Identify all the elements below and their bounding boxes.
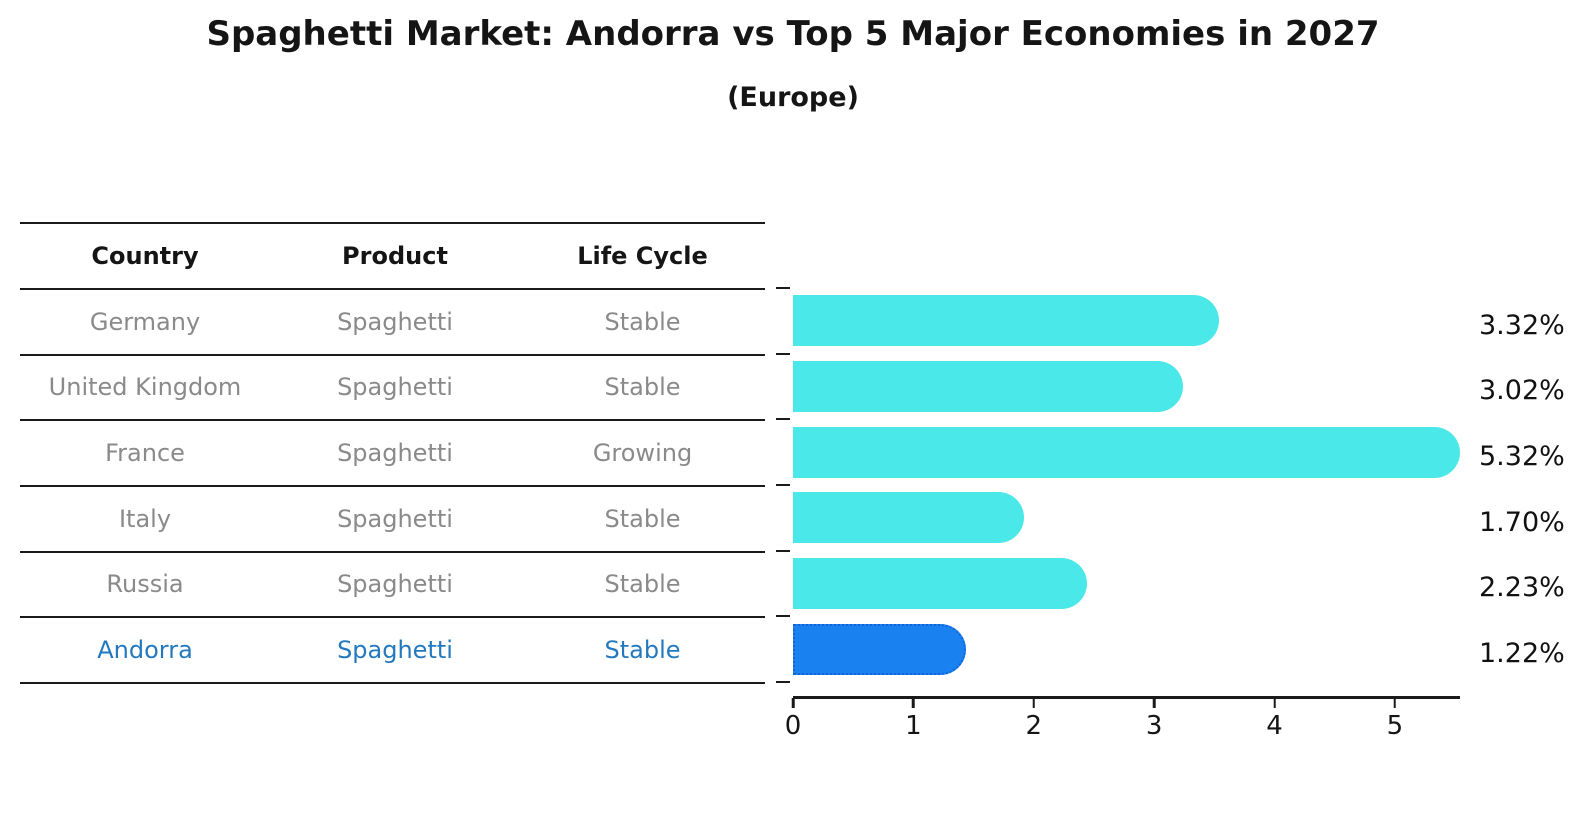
- tick-mark: [912, 698, 915, 708]
- chart-title: Spaghetti Market: Andorra vs Top 5 Major…: [206, 14, 1380, 54]
- value-label-russia: 2.23%: [1479, 572, 1565, 603]
- x-tick-1: 1: [905, 698, 922, 741]
- y-tick: [776, 549, 790, 552]
- cell-country: Italy: [118, 504, 172, 533]
- tick-mark: [1152, 698, 1156, 708]
- cell-life-cycle: Growing: [592, 439, 693, 468]
- value-label-france: 5.32%: [1479, 441, 1565, 472]
- table-row-germany: Germany Spaghetti Stable: [20, 290, 765, 356]
- cell-life-cycle: Stable: [604, 636, 681, 665]
- cell-product: Spaghetti: [337, 307, 453, 336]
- bar-russia: [793, 558, 1088, 610]
- value-label-andorra: 1.22%: [1479, 638, 1565, 669]
- x-tick-3: 3: [1145, 698, 1163, 741]
- x-tick-4: 4: [1266, 698, 1283, 741]
- y-tick: [776, 615, 790, 618]
- bar-france: [793, 426, 1460, 478]
- cell-life-cycle: Stable: [604, 570, 681, 599]
- x-axis-line: [793, 696, 1460, 699]
- y-tick: [776, 352, 790, 355]
- tick-mark: [791, 698, 795, 708]
- tick-label: 2: [1025, 711, 1043, 741]
- tick-label: 1: [905, 711, 922, 741]
- cell-country: Russia: [106, 570, 184, 599]
- cell-country: Andorra: [97, 636, 193, 665]
- value-label-italy: 1.70%: [1479, 507, 1565, 538]
- x-axis: 0 1 2 3 4 5: [785, 696, 1460, 746]
- country-table: Country Product Life Cycle Germany Spagh…: [20, 222, 765, 684]
- tick-label: 3: [1145, 711, 1163, 741]
- tick-mark: [1393, 698, 1397, 708]
- chart-subtitle: (Europe): [727, 82, 859, 113]
- tick-label: 4: [1266, 711, 1283, 741]
- cell-life-cycle: Stable: [604, 504, 681, 533]
- bar-andorra: [793, 623, 966, 675]
- table-row-italy: Italy Spaghetti Stable: [20, 487, 765, 553]
- cell-product: Spaghetti: [337, 570, 453, 599]
- column-header-country: Country: [91, 242, 199, 270]
- column-header-product: Product: [342, 242, 448, 270]
- cell-life-cycle: Stable: [604, 307, 681, 336]
- cell-life-cycle: Stable: [604, 373, 681, 402]
- table-row-russia: Russia Spaghetti Stable: [20, 553, 765, 619]
- cell-product: Spaghetti: [337, 439, 453, 468]
- cell-country: United Kingdom: [48, 373, 242, 402]
- x-tick-2: 2: [1025, 698, 1043, 741]
- table-row-andorra: Andorra Spaghetti Stable: [20, 618, 765, 684]
- tick-mark: [1032, 698, 1036, 708]
- table-header-row: Country Product Life Cycle: [20, 224, 765, 290]
- tick-mark: [1273, 698, 1276, 708]
- y-tick: [776, 287, 790, 289]
- y-tick: [776, 418, 790, 421]
- y-tick: [776, 484, 790, 486]
- cell-product: Spaghetti: [337, 504, 453, 533]
- y-tick: [776, 681, 790, 683]
- x-tick-0: 0: [784, 698, 802, 741]
- x-tick-5: 5: [1386, 698, 1404, 741]
- cell-country: France: [105, 439, 185, 468]
- cell-product: Spaghetti: [337, 636, 453, 665]
- table-row-france: France Spaghetti Growing: [20, 421, 765, 487]
- y-axis-ticks: [776, 287, 792, 683]
- bar-germany: [793, 295, 1219, 347]
- tick-label: 0: [784, 711, 802, 741]
- cell-country: Germany: [89, 307, 201, 336]
- bar-plot-area: [793, 288, 1460, 682]
- bar-united-kingdom: [793, 361, 1183, 412]
- column-header-life-cycle: Life Cycle: [577, 242, 708, 270]
- table-row-united-kingdom: United Kingdom Spaghetti Stable: [20, 356, 765, 422]
- tick-label: 5: [1386, 711, 1404, 741]
- cell-product: Spaghetti: [337, 373, 453, 402]
- value-label-germany: 3.32%: [1479, 310, 1565, 341]
- value-label-united-kingdom: 3.02%: [1479, 375, 1565, 406]
- bar-italy: [793, 492, 1024, 544]
